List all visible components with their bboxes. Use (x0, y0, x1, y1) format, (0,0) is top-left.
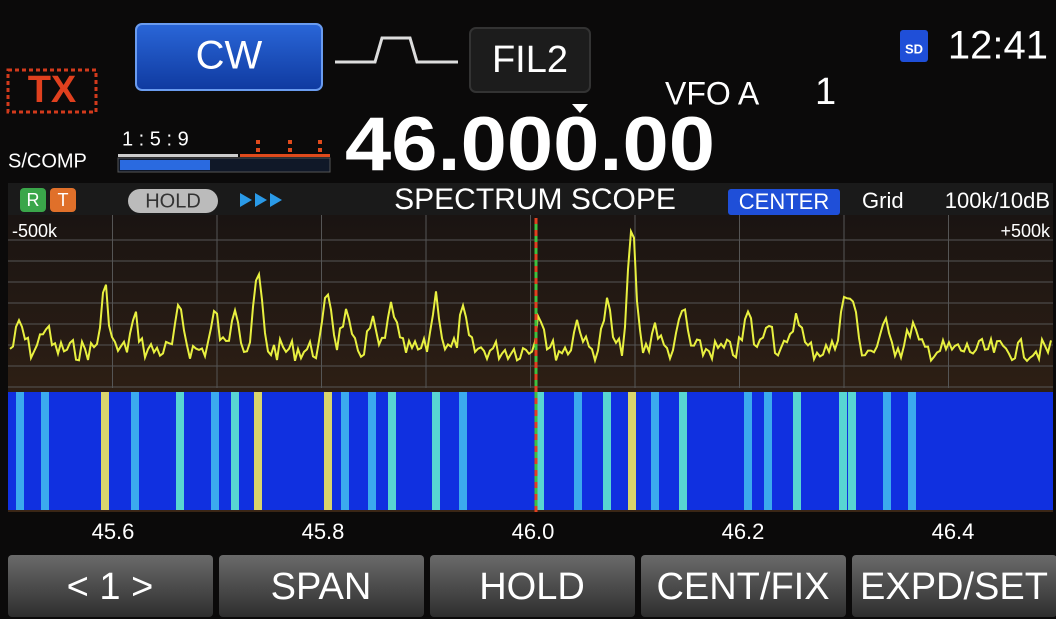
hold-label: HOLD (145, 190, 201, 212)
scope-title: SPECTRUM SCOPE (394, 183, 676, 216)
waterfall-stripe (432, 392, 440, 510)
t-label: T (58, 190, 69, 210)
radio-display: TX CW FIL2 SD 12:41 VFO A 1 S/COMP 1 : 5… (0, 0, 1056, 619)
waterfall-stripe (176, 392, 184, 510)
freq-label: 46.2 (722, 519, 765, 544)
meter-scale-line (118, 154, 238, 157)
waterfall-stripe (651, 392, 659, 510)
waterfall-stripe (388, 392, 396, 510)
waterfall-stripe (839, 392, 847, 510)
memory-number: 1 (815, 71, 836, 113)
soft-button-label[interactable]: EXPD/SET (860, 566, 1048, 608)
waterfall-stripe (368, 392, 376, 510)
grid-label: Grid (862, 188, 904, 213)
waterfall-stripe (254, 392, 262, 510)
waterfall-stripe (16, 392, 24, 510)
span-left: -500k (12, 221, 58, 241)
button-bar: < 1 > SPAN HOLD CENT/FIX EXPD/SET (8, 555, 1056, 617)
page: TX CW FIL2 SD 12:41 VFO A 1 S/COMP 1 : 5… (0, 0, 1056, 619)
r-label: R (27, 190, 40, 210)
waterfall-stripe (101, 392, 109, 510)
waterfall-stripe (603, 392, 611, 510)
waterfall-stripe (131, 392, 139, 510)
tx-indicator: TX (28, 69, 77, 111)
waterfall-stripe (324, 392, 332, 510)
waterfall-stripe (744, 392, 752, 510)
meter-level (120, 160, 210, 170)
waterfall-stripe (574, 392, 582, 510)
center-label: CENTER (739, 189, 829, 214)
waterfall-stripe (764, 392, 772, 510)
waterfall-stripe (793, 392, 801, 510)
waterfall-stripe (848, 392, 856, 510)
waterfall-stripe (908, 392, 916, 510)
waterfall-stripe (628, 392, 636, 510)
sd-label: SD (905, 41, 923, 56)
waterfall (8, 392, 1053, 510)
waterfall-stripe (41, 392, 49, 510)
soft-button-label[interactable]: SPAN (271, 566, 372, 608)
meter-scale: 1 : 5 : 9 (122, 128, 189, 150)
mode-label[interactable]: CW (196, 34, 263, 78)
freq-label: 46.0 (512, 519, 555, 544)
soft-button-label[interactable]: HOLD (479, 566, 585, 608)
waterfall-stripe (231, 392, 239, 510)
filter-label[interactable]: FIL2 (492, 39, 568, 81)
freq-label: 45.8 (302, 519, 345, 544)
soft-button-label[interactable]: CENT/FIX (656, 566, 829, 608)
span-right: +500k (1000, 221, 1051, 241)
waterfall-stripe (679, 392, 687, 510)
waterfall-stripe (883, 392, 891, 510)
meter-label: S/COMP (8, 150, 87, 172)
freq-label: 45.6 (92, 519, 135, 544)
waterfall-stripe (211, 392, 219, 510)
freq-label: 46.4 (932, 519, 975, 544)
waterfall-stripe (459, 392, 467, 510)
waterfall-stripe (341, 392, 349, 510)
frequency: 46.000.00 (345, 102, 715, 187)
clock: 12:41 (948, 24, 1048, 68)
soft-button-label[interactable]: < 1 > (67, 566, 154, 608)
grid-setting: 100k/10dB (945, 188, 1050, 213)
